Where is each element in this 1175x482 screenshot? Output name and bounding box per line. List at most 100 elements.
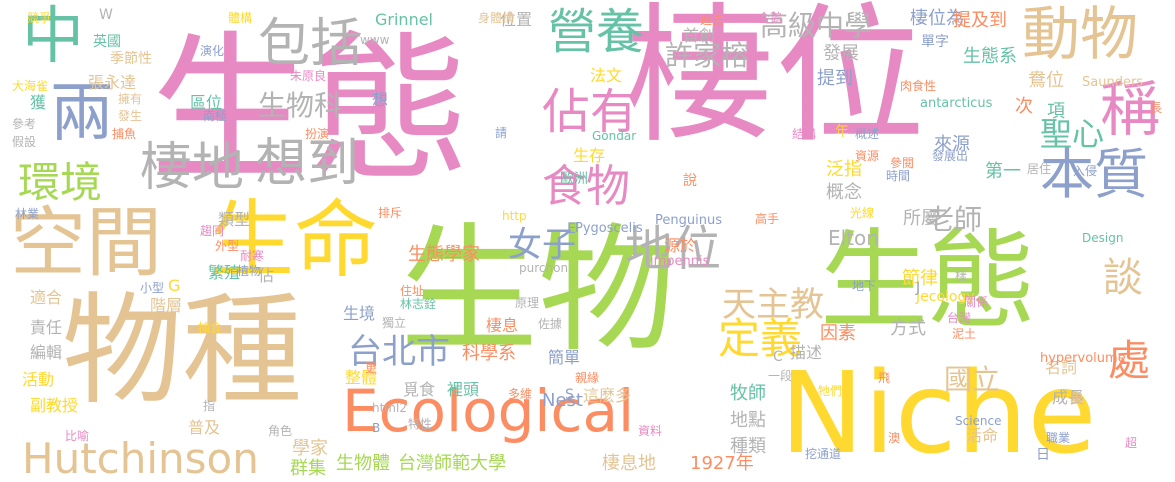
cloud-word: 天主教 — [722, 285, 824, 325]
cloud-word: 居住 — [1027, 162, 1052, 176]
cloud-word: 排斥 — [378, 206, 403, 220]
cloud-word: antarcticus — [920, 96, 993, 111]
cloud-word: 佔有 — [542, 84, 639, 140]
cloud-word: 方式 — [890, 318, 926, 339]
cloud-word: 更 — [365, 361, 378, 375]
cloud-word: Hutchinson — [22, 434, 259, 482]
cloud-word: 物種 — [62, 282, 302, 421]
cloud-word: 位置 — [500, 10, 533, 29]
cloud-word: 動物 — [1022, 0, 1139, 68]
cloud-word: 整體 — [345, 368, 378, 387]
cloud-word: 說 — [683, 173, 697, 189]
cloud-word: 普及 — [188, 418, 221, 437]
cloud-word: 演化 — [200, 44, 225, 58]
cloud-word: 結構 — [792, 127, 817, 141]
cloud-word: 簡單 — [548, 348, 581, 367]
cloud-word: 繁殖 — [208, 263, 241, 282]
cloud-word: 入侵 — [1073, 164, 1098, 178]
cloud-word: 小型 — [140, 281, 165, 295]
cloud-word: 親緣 — [575, 371, 600, 385]
cloud-word: 光線 — [850, 206, 875, 220]
cloud-word: Design — [1082, 231, 1124, 245]
cloud-word: 超 — [1125, 436, 1138, 450]
cloud-word: 英國 — [93, 34, 121, 50]
cloud-word: Elton — [828, 226, 879, 250]
cloud-word: Grinnel — [375, 10, 433, 29]
cloud-word: 生態 — [150, 16, 471, 203]
cloud-word: 地下 — [852, 279, 877, 293]
cloud-word: 適合 — [30, 288, 63, 307]
cloud-word: Ecological — [342, 377, 635, 445]
cloud-word: C — [773, 349, 783, 365]
cloud-word: 項 — [1047, 101, 1065, 122]
cloud-word: 次 — [1015, 96, 1033, 117]
cloud-word: 法文 — [590, 66, 623, 85]
cloud-word: 造去 — [700, 13, 725, 27]
cloud-word: 源於 — [664, 236, 697, 255]
cloud-word: 捕食 — [198, 321, 223, 335]
cloud-word: 因素 — [820, 323, 856, 344]
cloud-word: 來源 — [934, 134, 970, 155]
cloud-word: 許家榕 — [665, 39, 750, 72]
cloud-word: 肉食性 — [900, 79, 937, 93]
cloud-word: 本質 — [1040, 143, 1148, 206]
cloud-word: 長 — [1150, 101, 1163, 115]
cloud-word: 編輯 — [30, 343, 63, 362]
cloud-word: 環境 — [18, 158, 103, 207]
cloud-word: 地位 — [625, 221, 722, 277]
cloud-word: 活動 — [22, 370, 55, 389]
cloud-word: 節律 — [902, 268, 938, 289]
cloud-word: 空間 — [10, 198, 162, 287]
cloud-word: 生境 — [343, 304, 376, 323]
cloud-word: 季節性 — [110, 51, 152, 67]
cloud-word: 棲位為 — [910, 8, 964, 29]
cloud-word: 生物體 — [336, 453, 390, 474]
cloud-word: G — [168, 276, 181, 295]
cloud-word: 職業 — [1046, 431, 1071, 445]
cloud-word: 獨立 — [382, 316, 407, 330]
cloud-word: 稱 — [1100, 75, 1160, 145]
cloud-word: 台北市 — [348, 332, 450, 372]
cloud-word: 飛 — [878, 371, 891, 385]
cloud-word: 營養 — [548, 4, 645, 60]
cloud-word: 大海雀 — [12, 79, 49, 93]
cloud-word: 體構 — [228, 11, 253, 25]
cloud-word: 資料 — [638, 424, 663, 438]
cloud-word: 這麼多 — [583, 386, 632, 405]
cloud-word: 泥土 — [952, 327, 977, 341]
cloud-word: www — [360, 33, 390, 47]
cloud-word: 角色 — [268, 424, 293, 438]
cloud-word: 巢 — [1070, 391, 1084, 407]
cloud-word: 棲息地 — [602, 453, 656, 474]
cloud-word: 想 — [372, 90, 389, 109]
cloud-word: 歐洲 — [560, 171, 588, 187]
cloud-word: 台灣師範大學 — [398, 453, 506, 474]
cloud-word: S — [565, 387, 574, 403]
cloud-word: 生物科 — [258, 89, 343, 122]
cloud-word: 牠們 — [818, 384, 843, 398]
cloud-word: 佔 — [258, 266, 275, 285]
cloud-word: 佐據 — [538, 317, 563, 331]
cloud-word: 階層 — [150, 296, 183, 315]
cloud-word: 競爭 — [27, 11, 52, 25]
cloud-word: 身體構 — [478, 11, 515, 25]
cloud-word: 生態系 — [963, 46, 1017, 67]
cloud-word: 扮演 — [305, 127, 330, 141]
cloud-word: 指 — [203, 399, 216, 413]
cloud-word: 朱原良 — [290, 69, 327, 83]
cloud-word: Penguinus — [655, 213, 722, 228]
cloud-word: 棲息 — [486, 316, 519, 335]
cloud-word: 活命 — [966, 426, 999, 445]
cloud-word: impennis — [650, 254, 710, 269]
cloud-word: 類型 — [218, 210, 251, 229]
cloud-word: 趨同 — [200, 224, 225, 238]
cloud-word: 提到 — [817, 68, 853, 89]
cloud-word: 生態 — [820, 219, 1037, 344]
cloud-word: 發展出 — [932, 149, 969, 163]
cloud-word: 棲位 — [625, 0, 926, 164]
cloud-word: 食物 — [542, 161, 630, 212]
cloud-word: 責任 — [30, 318, 63, 337]
cloud-word: 高級中學 — [760, 9, 873, 42]
cloud-word: 中 — [22, 0, 85, 72]
